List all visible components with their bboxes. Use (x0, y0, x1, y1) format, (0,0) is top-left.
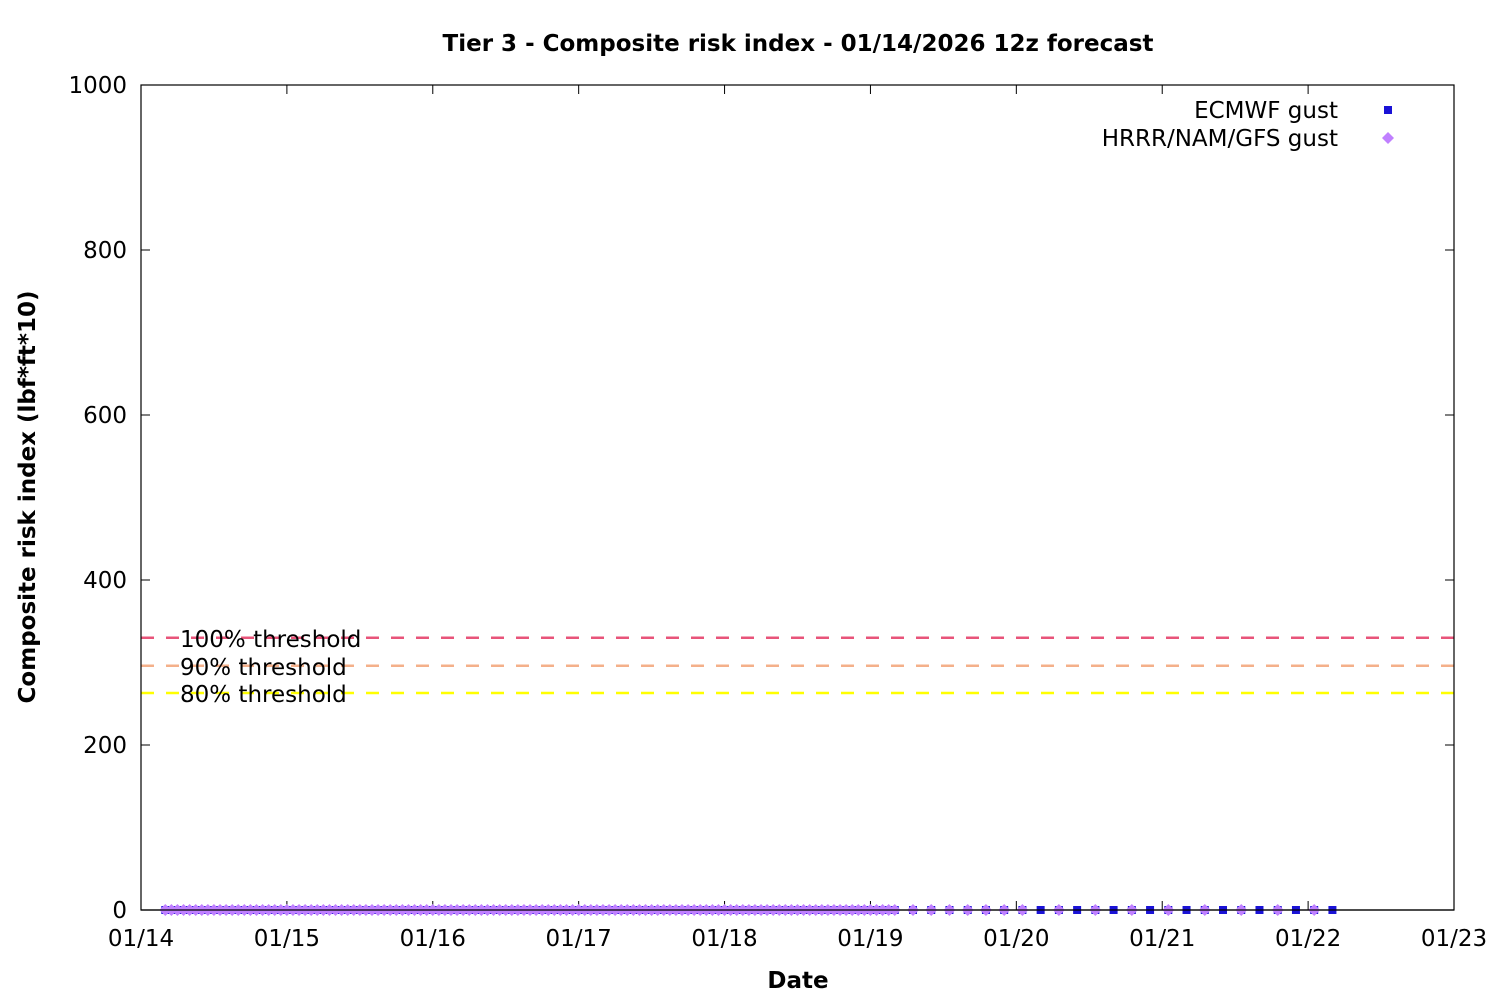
threshold-label: 80% threshold (180, 682, 347, 708)
x-tick-label: 01/21 (1129, 926, 1195, 952)
y-tick-label: 1000 (68, 73, 127, 99)
x-tick-label: 01/15 (254, 926, 320, 952)
x-axis-label: Date (767, 968, 828, 994)
y-tick-label: 200 (83, 733, 127, 759)
x-tick-label: 01/19 (837, 926, 903, 952)
threshold-label: 100% threshold (180, 627, 361, 653)
legend-label: ECMWF gust (1194, 98, 1338, 124)
x-tick-label: 01/22 (1275, 926, 1341, 952)
x-tick-label: 01/20 (983, 926, 1049, 952)
y-tick-label: 400 (83, 568, 127, 594)
x-tick-label: 01/23 (1421, 926, 1487, 952)
x-tick-label: 01/16 (400, 926, 466, 952)
x-tick-label: 01/14 (108, 926, 174, 952)
y-axis-label: Composite risk index (lbf*ft*10) (15, 291, 41, 704)
y-tick-label: 0 (112, 898, 127, 924)
y-tick-label: 600 (83, 403, 127, 429)
y-tick-label: 800 (83, 238, 127, 264)
threshold-label: 90% threshold (180, 655, 347, 681)
legend-square-icon (1384, 106, 1392, 114)
chart-title: Tier 3 - Composite risk index - 01/14/20… (443, 31, 1154, 57)
legend-diamond-icon (1382, 132, 1394, 144)
x-tick-label: 01/17 (546, 926, 612, 952)
plot-frame (140, 84, 1455, 911)
x-tick-label: 01/18 (691, 926, 757, 952)
legend-label: HRRR/NAM/GFS gust (1102, 126, 1338, 152)
